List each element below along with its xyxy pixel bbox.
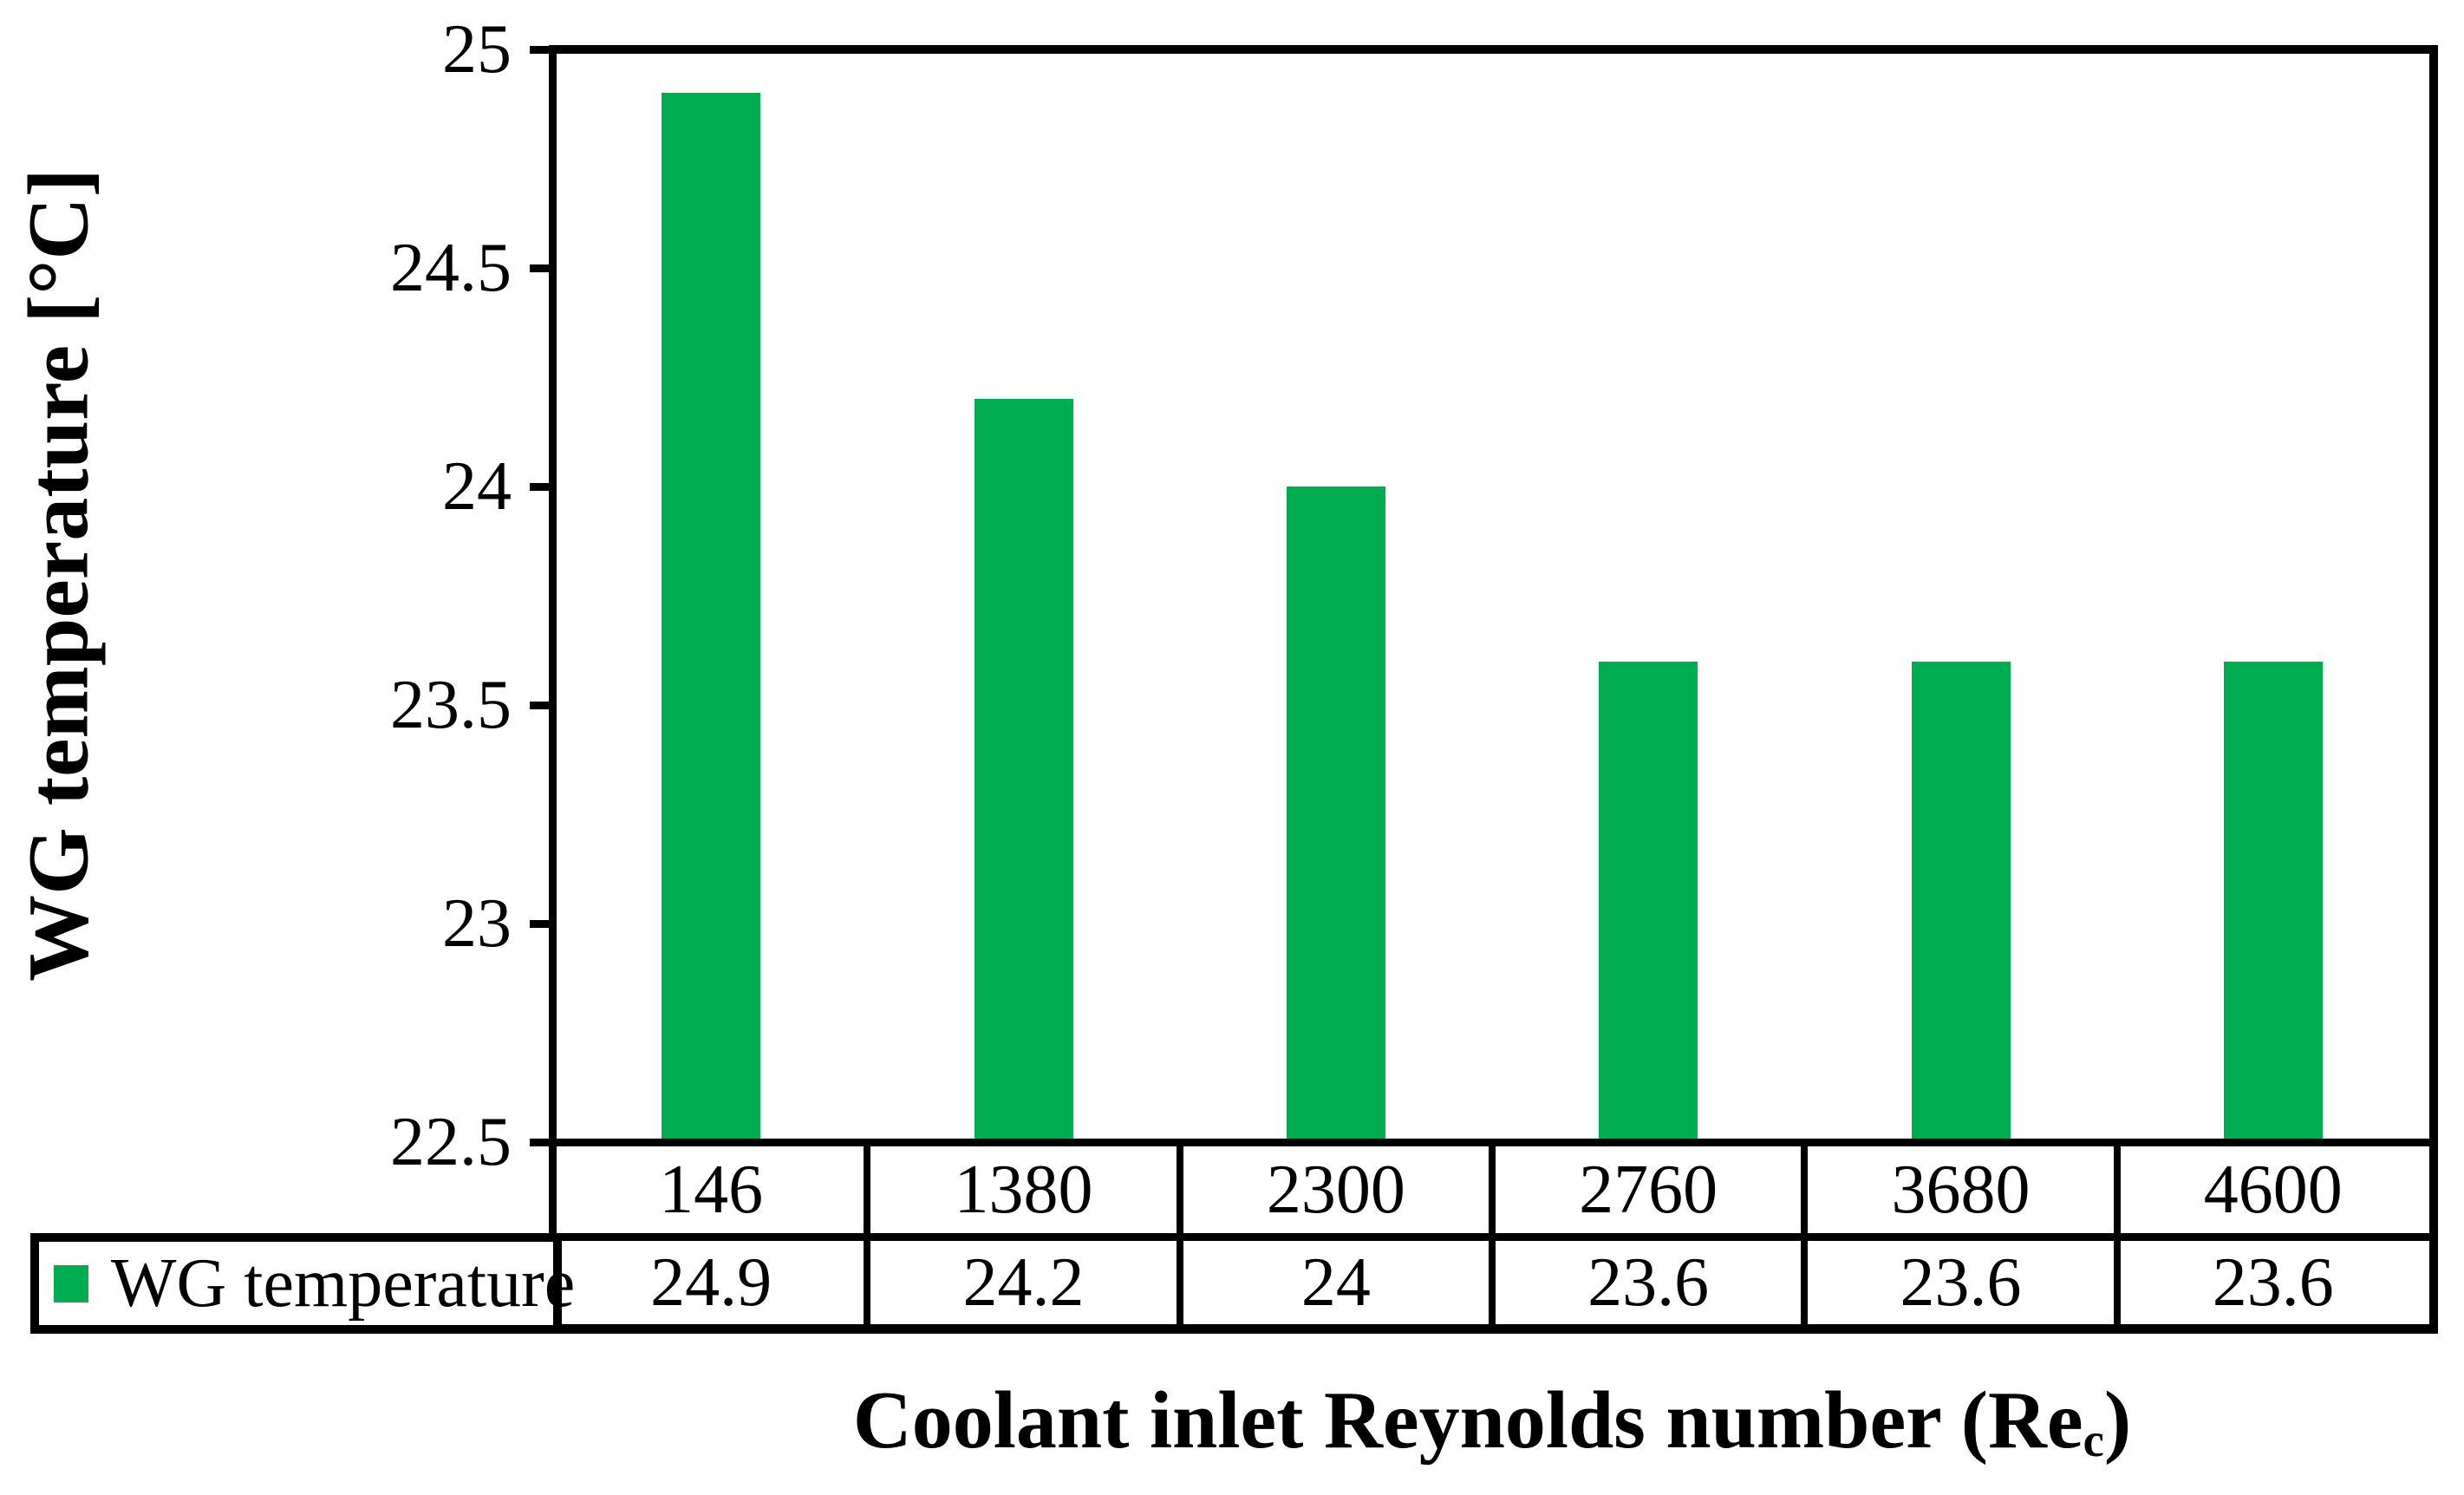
value-cell: 23.6 bbox=[1900, 1244, 2022, 1321]
category-cell: 146 bbox=[659, 1151, 764, 1228]
table-column-divider bbox=[2113, 1139, 2121, 1334]
y-tick-label: 23 bbox=[442, 885, 512, 962]
y-tick-label: 24 bbox=[442, 448, 512, 525]
y-tick-mark bbox=[530, 46, 555, 54]
y-tick-mark bbox=[530, 264, 555, 272]
category-row: 146 1380 2300 2760 3680 4600 bbox=[555, 1146, 2429, 1233]
plot-area bbox=[555, 49, 2429, 1142]
category-cell: 1380 bbox=[954, 1151, 1093, 1228]
category-cell: 2760 bbox=[1579, 1151, 1718, 1228]
table-column-divider bbox=[864, 1139, 871, 1334]
table-column-divider bbox=[1489, 1139, 1496, 1334]
table-column-divider bbox=[1801, 1139, 1809, 1334]
y-tick-label: 22.5 bbox=[390, 1104, 512, 1180]
bar bbox=[2223, 661, 2323, 1142]
x-axis-title: Coolant inlet Reynolds number (Rec) bbox=[555, 1374, 2429, 1467]
bar bbox=[662, 93, 761, 1142]
y-tick-mark bbox=[530, 920, 555, 928]
value-cell: 23.6 bbox=[1587, 1244, 1710, 1321]
bar bbox=[1599, 661, 1698, 1142]
value-cell: 24.2 bbox=[962, 1244, 1085, 1321]
y-tick-mark bbox=[530, 1139, 555, 1146]
bar bbox=[1911, 661, 2011, 1142]
value-cell: 24 bbox=[1300, 1244, 1371, 1321]
y-tick-label: 25 bbox=[442, 11, 512, 88]
legend-label: WG temperature bbox=[111, 1244, 576, 1322]
x-axis-title-subscript: c bbox=[2083, 1413, 2104, 1466]
x-axis-title-close-paren: ) bbox=[2103, 1375, 2132, 1466]
value-row: 24.9 24.2 24 23.6 23.6 23.6 bbox=[555, 1241, 2429, 1324]
x-axis-title-main: Coolant inlet Reynolds number (Re bbox=[852, 1375, 2083, 1466]
legend-color-swatch bbox=[54, 1264, 88, 1302]
y-tick-label: 24.5 bbox=[390, 230, 512, 306]
category-cell: 2300 bbox=[1266, 1151, 1405, 1228]
table-bottom-border bbox=[30, 1324, 2438, 1334]
legend: WG temperature bbox=[30, 1233, 575, 1334]
bar bbox=[974, 399, 1073, 1142]
plot-top-border bbox=[549, 45, 2438, 54]
value-cell: 23.6 bbox=[2212, 1244, 2334, 1321]
plot-right-border bbox=[2429, 45, 2438, 1334]
y-axis-title: WG temperature [°C] bbox=[10, 168, 107, 982]
category-cell: 4600 bbox=[2203, 1151, 2343, 1228]
category-cell: 3680 bbox=[1891, 1151, 2031, 1228]
y-axis-line bbox=[549, 45, 557, 1331]
y-tick-mark bbox=[530, 702, 555, 709]
table-column-divider bbox=[1176, 1139, 1183, 1334]
bar bbox=[1286, 486, 1385, 1142]
value-cell: 24.9 bbox=[650, 1244, 772, 1321]
y-tick-mark bbox=[530, 483, 555, 491]
y-tick-label: 23.5 bbox=[390, 667, 512, 743]
